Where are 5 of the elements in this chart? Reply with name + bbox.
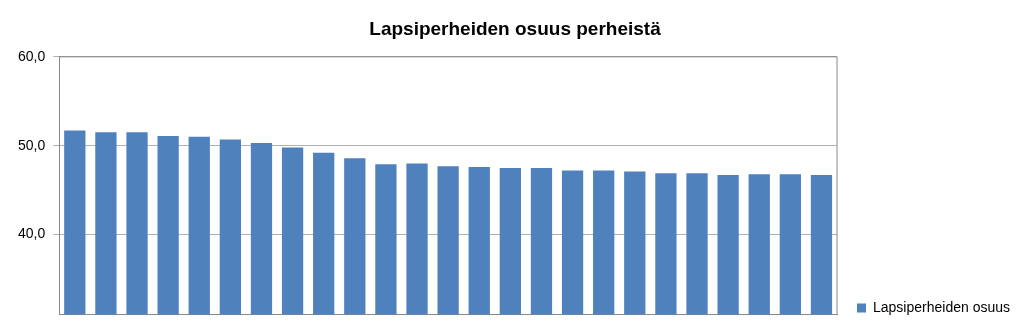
y-tick-label: 40,0 bbox=[18, 225, 46, 242]
legend-label: Lapsiperheiden osuus bbox=[873, 298, 1011, 315]
chart-title: Lapsiperheiden osuus perheistä bbox=[369, 17, 662, 39]
y-tick-label: 50,0 bbox=[18, 136, 46, 153]
y-tick-label: 60,0 bbox=[18, 47, 46, 64]
